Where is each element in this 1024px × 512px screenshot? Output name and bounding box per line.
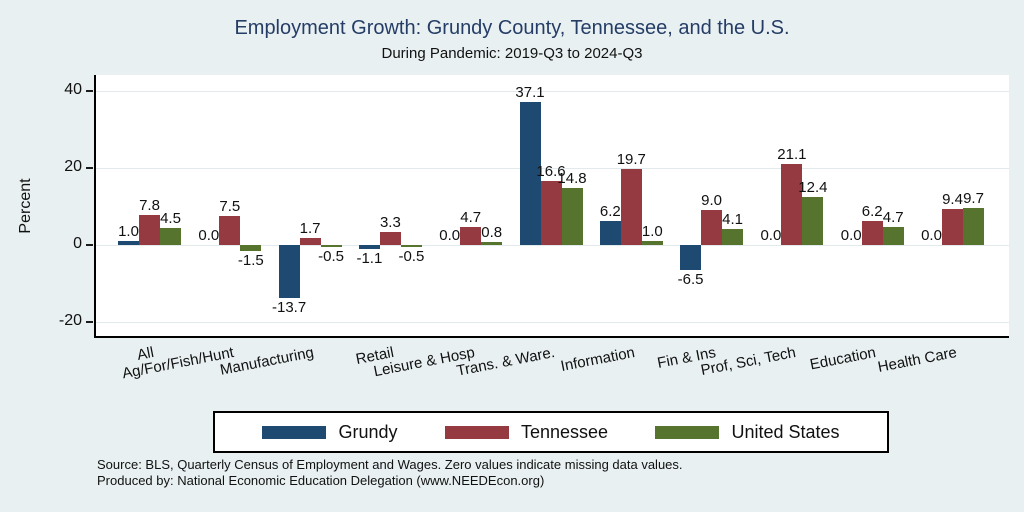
source-note: Source: BLS, Quarterly Census of Employm… (97, 457, 683, 489)
legend: Grundy Tennessee United States (213, 411, 889, 453)
bar-value-label: 0.0 (439, 227, 461, 244)
bar-value-label: -1.5 (237, 251, 264, 269)
gridline-20 (96, 167, 1009, 169)
bar-tennessee-0 (139, 214, 160, 245)
y-tick (86, 167, 93, 169)
bar-grundy-0 (118, 241, 139, 245)
bar-value-label: 3.3 (379, 214, 401, 232)
bar-value-label: 0.0 (921, 227, 942, 244)
x-axis-label-9: Education (808, 344, 878, 374)
y-axis-title: Percent (17, 178, 34, 234)
bar-value-label: 0.0 (760, 227, 782, 244)
bar-value-label: -6.5 (677, 271, 704, 289)
x-axis-label-2: Manufacturing (218, 344, 316, 379)
bar-tennessee-8 (781, 163, 803, 245)
producer-line: Produced by: National Economic Education… (97, 473, 545, 488)
bar-value-label: 9.7 (963, 189, 984, 207)
bar-value-label: 0.8 (481, 223, 503, 241)
bar-united-states-2 (320, 245, 342, 247)
bar-united-states-4 (481, 241, 503, 245)
bar-tennessee-1 (219, 216, 241, 245)
bar-value-label: -13.7 (271, 298, 307, 316)
bar-united-states-3 (400, 245, 422, 247)
y-tick (86, 321, 93, 323)
bar-value-label: 4.1 (722, 211, 744, 229)
y-tick-label: 0 (73, 235, 82, 252)
legend-item-grundy: Grundy (262, 422, 397, 443)
bar-value-label: 9.0 (701, 192, 723, 210)
legend-label-tennessee: Tennessee (520, 421, 609, 442)
bar-value-label: 12.4 (798, 179, 828, 197)
bar-value-label: 21.1 (777, 145, 807, 163)
bar-value-label: 37.1 (515, 84, 545, 102)
bar-value-label: -0.5 (318, 247, 345, 265)
gridline-40 (96, 90, 1009, 92)
bar-united-states-0 (160, 227, 181, 245)
legend-swatch-united-states (655, 425, 720, 439)
legend-swatch-grundy (262, 425, 327, 439)
bar-value-label: 0.0 (198, 227, 220, 244)
x-axis-label-10: Health Care (875, 344, 958, 376)
bar-tennessee-3 (379, 232, 401, 245)
legend-item-tennessee: Tennessee (444, 421, 609, 443)
y-tick-label: -20 (58, 312, 82, 329)
bar-grundy-6 (599, 221, 621, 245)
bar-tennessee-7 (701, 210, 723, 245)
gridline-0 (96, 244, 1009, 246)
bar-tennessee-10 (942, 208, 963, 245)
bar-united-states-5 (561, 188, 583, 245)
plot-area: 1.0 0.0 -13.7 -1.1 0.0 37.1 6.2 -6.5 0.0 0.0 0.0 7.… (94, 75, 1009, 338)
bar-value-label: 1.0 (641, 223, 663, 241)
bar-value-label: 6.2 (861, 203, 883, 221)
bar-value-label: 7.5 (219, 198, 241, 216)
bar-value-label: 7.8 (139, 196, 160, 214)
bar-value-label: 14.8 (557, 170, 587, 188)
bar-tennessee-5 (540, 181, 562, 245)
bar-value-label: 4.7 (460, 208, 482, 226)
bar-tennessee-2 (299, 238, 321, 245)
bar-united-states-8 (802, 197, 824, 245)
bar-grundy-3 (358, 245, 380, 250)
bar-tennessee-4 (460, 226, 482, 245)
bar-value-label: 4.7 (882, 208, 904, 226)
gridline--20 (96, 321, 1009, 323)
y-tick-label: 40 (64, 81, 82, 98)
chart-title: Employment Growth: Grundy County, Tennes… (234, 17, 790, 39)
bar-value-label: 19.7 (616, 151, 646, 169)
bar-grundy-7 (680, 245, 702, 271)
bar-value-label: -1.1 (356, 250, 383, 268)
y-tick (86, 90, 93, 92)
x-axis-label-6: Information (559, 344, 637, 376)
bar-grundy-5 (519, 102, 541, 245)
bar-united-states-6 (641, 241, 663, 245)
bar-united-states-10 (963, 207, 984, 245)
bar-value-label: 6.2 (599, 203, 621, 221)
bar-united-states-1 (240, 245, 262, 251)
bar-united-states-7 (722, 229, 744, 245)
bar-value-label: 16.6 (536, 163, 566, 181)
bar-tennessee-6 (620, 169, 642, 245)
chart-subtitle: During Pandemic: 2019-Q3 to 2024-Q3 (381, 45, 643, 62)
legend-label-grundy: Grundy (338, 421, 398, 442)
bar-value-label: 9.4 (942, 190, 963, 208)
source-line: Source: BLS, Quarterly Census of Employm… (97, 457, 683, 472)
bar-value-label: 0.0 (840, 227, 862, 244)
legend-swatch-tennessee (444, 425, 509, 439)
legend-item-united-states: United States (655, 421, 840, 443)
bar-value-label: 1.7 (299, 220, 321, 238)
bar-united-states-9 (882, 226, 904, 245)
bar-value-label: 1.0 (118, 223, 139, 241)
bar-value-label: -0.5 (398, 247, 425, 265)
y-tick (86, 244, 93, 246)
legend-label-united-states: United States (731, 421, 840, 442)
y-tick-label: 20 (64, 158, 82, 175)
bar-value-label: 4.5 (160, 209, 181, 227)
bar-grundy-2 (278, 245, 300, 298)
bar-tennessee-9 (861, 221, 883, 245)
